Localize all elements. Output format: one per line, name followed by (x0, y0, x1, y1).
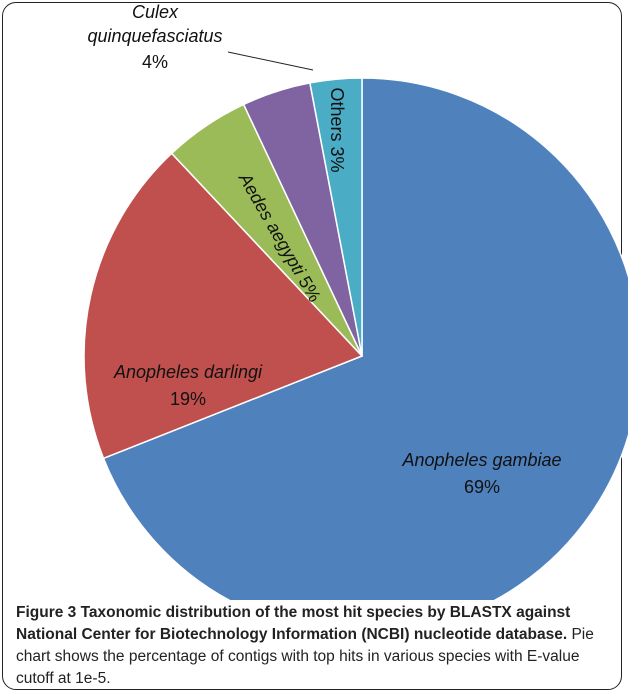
pie-slice (309, 77, 363, 357)
pie-slice (83, 152, 364, 460)
category-label: Anopheles darlingi (113, 362, 263, 382)
slice-label-text: Others 3% (327, 87, 347, 172)
chart: Anopheles gambiae 69% Anopheles darlingi 19… (83, 2, 628, 600)
caption-text: Pie chart shows the percentage of contig… (16, 626, 594, 687)
value-label: 69% (464, 477, 500, 497)
value-label: 19% (170, 389, 206, 409)
category-label-line: Culex (132, 2, 179, 22)
value-label: 3% (327, 147, 347, 173)
slice-label: Anopheles darlingi 19% (113, 362, 263, 409)
value-label: 4% (142, 52, 168, 72)
category-label: Anopheles gambiae (401, 450, 561, 470)
pie-slice (102, 77, 628, 600)
slice-label: Anopheles gambiae 69% (401, 450, 561, 497)
leader-line (227, 51, 314, 71)
slice-label: Culex quinquefasciatus 4% (87, 2, 222, 72)
category-label: Culex quinquefasciatus (87, 2, 222, 46)
caption: Figure 3 Taxonomic distribution of the m… (16, 602, 616, 690)
slice-label: Others 3% (327, 87, 347, 172)
category-label-line: quinquefasciatus (87, 26, 222, 46)
caption-title: Figure 3 Taxonomic distribution of the m… (16, 604, 571, 643)
category-label: Others (327, 87, 347, 141)
